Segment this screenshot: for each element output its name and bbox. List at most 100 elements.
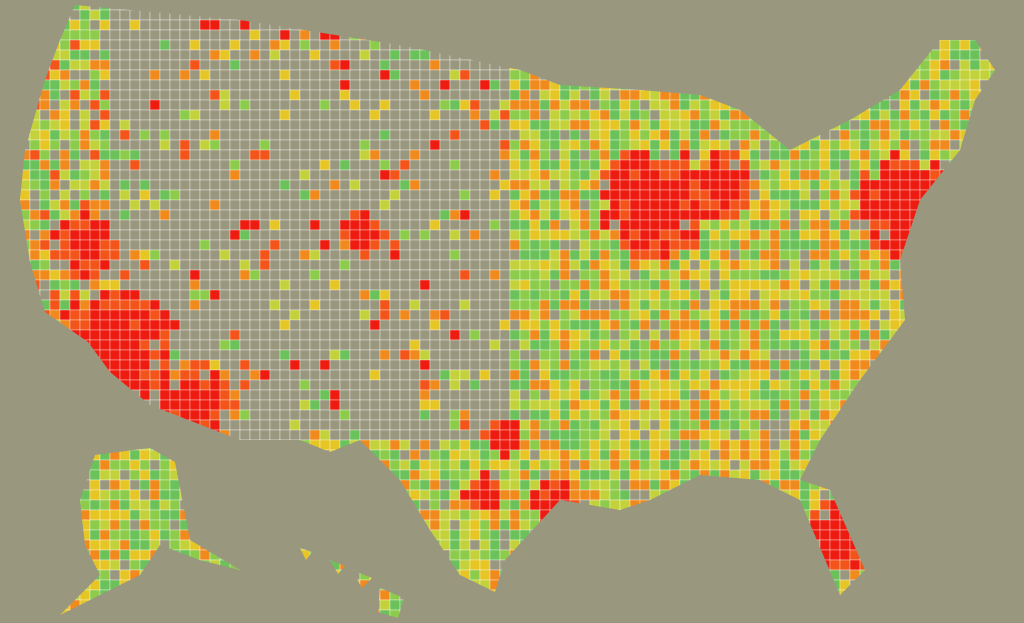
county [769, 439, 781, 451]
county [429, 99, 441, 111]
county [959, 49, 971, 61]
county [619, 109, 631, 121]
county [499, 239, 511, 251]
county [439, 259, 451, 271]
county [79, 279, 91, 291]
county [59, 279, 71, 291]
county [489, 129, 501, 141]
county [89, 149, 101, 161]
county [499, 209, 511, 221]
county [859, 299, 871, 311]
county [449, 79, 461, 91]
county [479, 429, 491, 441]
county [399, 229, 411, 241]
county [669, 289, 681, 301]
county [359, 319, 371, 331]
county [299, 109, 311, 121]
county [139, 349, 151, 361]
county [379, 139, 391, 151]
county [109, 89, 121, 101]
county [69, 229, 81, 241]
county [589, 369, 601, 381]
county [209, 99, 221, 111]
county [309, 269, 321, 281]
county [569, 169, 581, 181]
county [639, 459, 651, 471]
county [559, 419, 571, 431]
county [799, 289, 811, 301]
county [489, 459, 501, 471]
county [89, 289, 101, 301]
county [369, 309, 381, 321]
county [199, 269, 211, 281]
county [589, 269, 601, 281]
county [719, 239, 731, 251]
county [669, 239, 681, 251]
county [759, 159, 771, 171]
county [569, 419, 581, 431]
county [919, 139, 931, 151]
county [419, 239, 431, 251]
county [539, 329, 551, 341]
county [779, 309, 791, 321]
county [89, 159, 101, 171]
county [579, 229, 591, 241]
county [639, 339, 651, 351]
county [349, 109, 361, 121]
county [419, 149, 431, 161]
county [879, 329, 891, 341]
county [369, 429, 381, 441]
county [749, 149, 761, 161]
county [809, 309, 821, 321]
county [539, 219, 551, 231]
county [529, 379, 541, 391]
county [629, 269, 641, 281]
county [229, 99, 241, 111]
county [209, 339, 221, 351]
county [929, 109, 941, 121]
county [159, 79, 171, 91]
county [699, 429, 711, 441]
county [149, 309, 161, 321]
county [679, 389, 691, 401]
county [269, 429, 281, 441]
county [149, 209, 161, 221]
county [689, 209, 701, 221]
county [419, 419, 431, 431]
county [669, 139, 681, 151]
county [509, 449, 521, 461]
county [319, 59, 331, 71]
county [239, 49, 251, 61]
county [219, 29, 231, 41]
county [569, 159, 581, 171]
county [779, 279, 791, 291]
county [679, 349, 691, 361]
county [519, 449, 531, 461]
county [459, 199, 471, 211]
county [369, 49, 381, 61]
county [299, 59, 311, 71]
county [379, 189, 391, 201]
county [249, 119, 261, 131]
county [909, 159, 921, 171]
county [679, 319, 691, 331]
county [759, 459, 771, 471]
county [59, 49, 71, 61]
county [479, 459, 491, 471]
county [809, 359, 821, 371]
county [269, 59, 281, 71]
county [109, 229, 121, 241]
county [309, 429, 321, 441]
county [349, 119, 361, 131]
county [469, 369, 481, 381]
county [349, 129, 361, 141]
county [209, 169, 221, 181]
county [889, 99, 901, 111]
county [159, 69, 171, 81]
county [769, 269, 781, 281]
county [669, 169, 681, 181]
county [879, 129, 891, 141]
county [819, 269, 831, 281]
county [299, 189, 311, 201]
county [189, 159, 201, 171]
